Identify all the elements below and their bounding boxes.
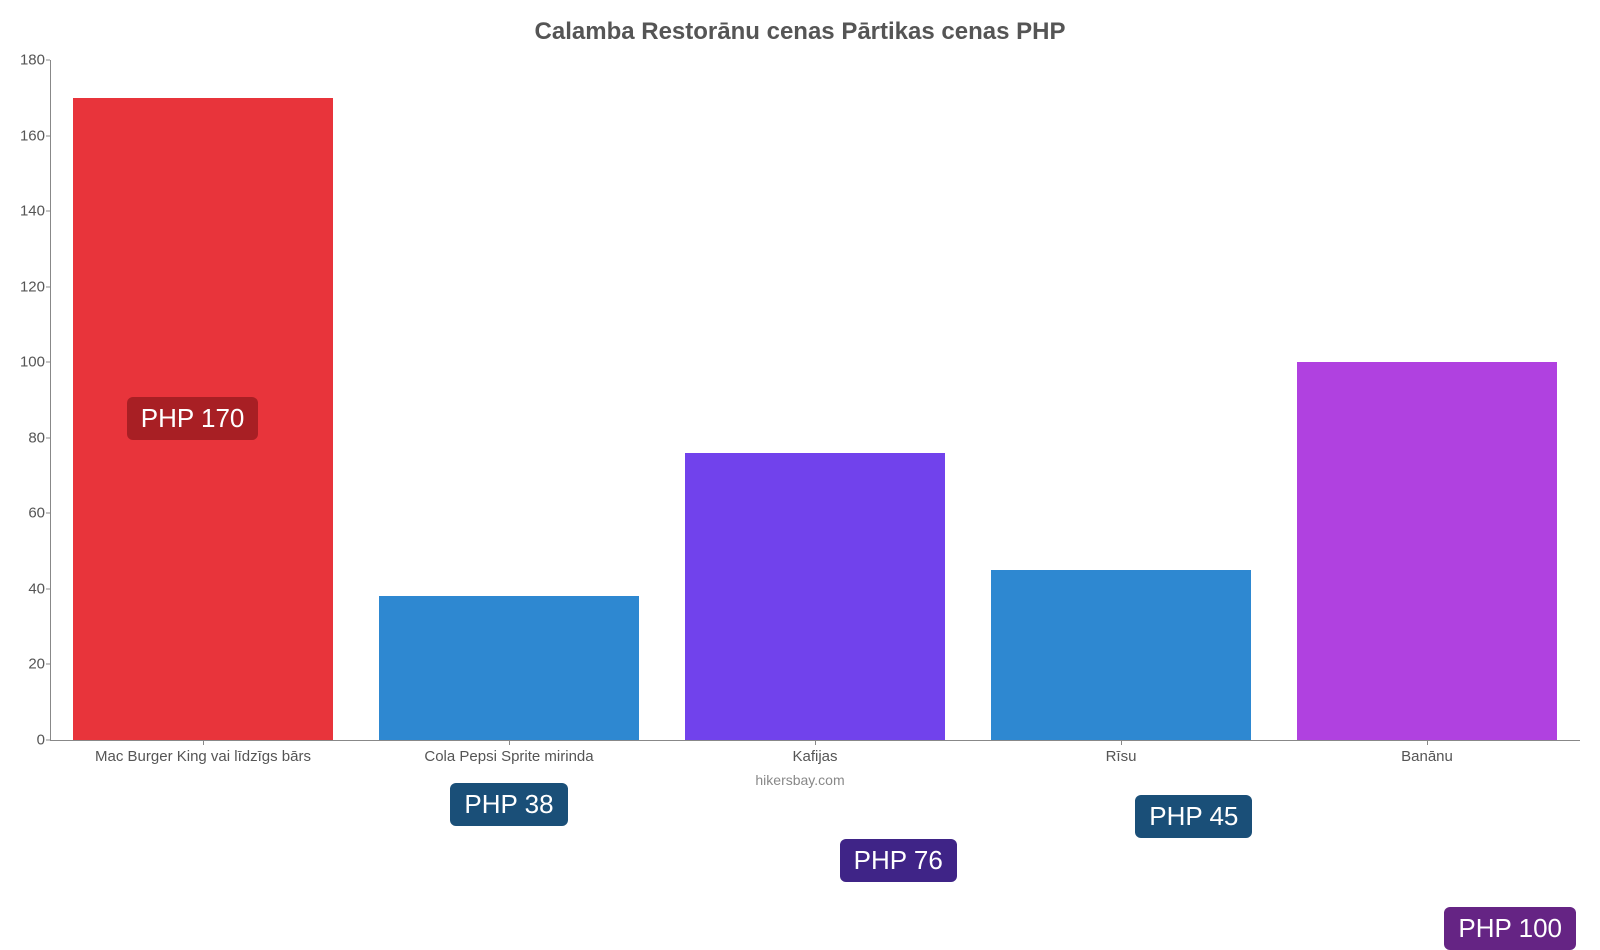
bar [1297,362,1557,740]
x-category-label: Banānu [1401,748,1453,765]
y-tick-label: 40 [0,580,45,597]
chart-container: Calamba Restorānu cenas Pārtikas cenas P… [0,0,1600,800]
bar [379,596,639,740]
y-tick-label: 0 [0,732,45,749]
attribution: hikersbay.com [0,772,1600,788]
bars-layer: PHP 170PHP 38PHP 76PHP 45PHP 100 [50,60,1580,740]
y-tick-label: 120 [0,278,45,295]
x-category-label: Kafijas [792,748,837,765]
x-tick-mark [203,740,204,745]
bar-value-label: PHP 170 [127,397,259,440]
x-category-label: Rīsu [1106,748,1137,765]
x-tick-mark [1427,740,1428,745]
y-tick-label: 20 [0,656,45,673]
bar-value-label: PHP 76 [840,839,957,882]
y-tick-label: 140 [0,203,45,220]
bar [685,453,945,740]
x-tick-mark [1121,740,1122,745]
y-tick-label: 160 [0,127,45,144]
y-tick-label: 80 [0,429,45,446]
x-category-label: Cola Pepsi Sprite mirinda [424,748,593,765]
y-tick-label: 100 [0,354,45,371]
y-tick-label: 180 [0,52,45,69]
x-tick-mark [815,740,816,745]
bar [991,570,1251,740]
x-category-label: Mac Burger King vai līdzīgs bārs [95,748,311,765]
x-tick-mark [509,740,510,745]
bar-value-label: PHP 45 [1135,795,1252,838]
chart-title: Calamba Restorānu cenas Pārtikas cenas P… [0,18,1600,46]
bar-value-label: PHP 100 [1444,907,1576,950]
y-tick-label: 60 [0,505,45,522]
bar-value-label: PHP 38 [450,783,567,826]
